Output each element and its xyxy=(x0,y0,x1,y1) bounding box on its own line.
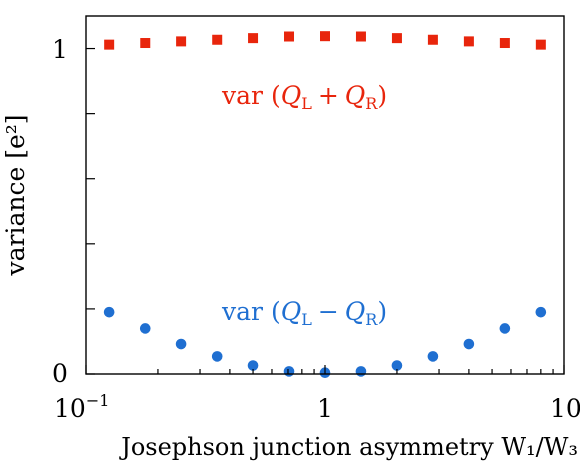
annotation-sum-sub2: R xyxy=(365,94,378,113)
x-tick-label-max: 10 xyxy=(550,394,580,423)
data-point-circle xyxy=(355,366,367,377)
data-point-circle xyxy=(139,323,151,334)
annotation-diff-q2: Q xyxy=(345,297,366,326)
data-point-circle xyxy=(103,306,115,318)
annotation-diff-q1: Q xyxy=(281,297,302,326)
data-point-square xyxy=(104,39,115,50)
annotation-diff-sub2: R xyxy=(365,310,378,329)
y-tick-label-1: 1 xyxy=(52,35,68,64)
data-point-circle xyxy=(463,338,475,350)
annotation-sum-q2: Q xyxy=(345,81,366,110)
series-0 xyxy=(104,31,546,50)
data-point-square xyxy=(391,33,402,44)
data-point-square xyxy=(248,33,259,44)
data-point-circle xyxy=(175,338,187,350)
annotation-diff-sub1: L xyxy=(301,310,312,329)
y-tick-label-0: 0 xyxy=(52,359,68,388)
data-point-square xyxy=(535,39,546,50)
annotation-sum-open: ( xyxy=(271,81,281,110)
data-point-square xyxy=(284,31,295,42)
annotation-diff: var (QL − QR) xyxy=(221,297,387,329)
annotation-sum-prefix: var xyxy=(221,81,263,110)
data-point-square xyxy=(212,34,223,45)
x-tick-label-mid: 1 xyxy=(317,394,333,423)
annotation-sum-op: + xyxy=(318,81,339,110)
annotation-sum: var (QL + QR) xyxy=(221,81,387,113)
x-tick-label-min-exp: −1 xyxy=(86,391,110,410)
x-tick-label-min: 10−1 xyxy=(54,391,109,423)
x-axis-label: Josephson junction asymmetry W₁/W₃ xyxy=(118,433,578,461)
data-point-square xyxy=(140,38,151,49)
data-point-circle xyxy=(247,360,259,371)
annotation-diff-open: ( xyxy=(271,297,281,326)
data-point-circle xyxy=(211,351,223,362)
data-point-square xyxy=(427,34,438,45)
annotation-diff-close: ) xyxy=(377,297,387,326)
data-point-circle xyxy=(535,306,547,318)
data-point-square xyxy=(463,36,474,47)
data-point-square xyxy=(499,38,510,49)
y-axis-label: variance [e²] xyxy=(1,114,30,276)
ticks-layer xyxy=(85,47,565,375)
annotation-sum-close: ) xyxy=(377,81,387,110)
data-point-circle xyxy=(283,366,295,377)
annotation-diff-prefix: var xyxy=(221,297,263,326)
annotation-sum-q1: Q xyxy=(281,81,302,110)
data-point-square xyxy=(176,36,187,47)
data-point-circle xyxy=(427,351,439,362)
x-tick-label-min-base: 10 xyxy=(54,394,86,423)
data-point-square xyxy=(320,31,330,42)
annotation-diff-op: − xyxy=(318,297,339,326)
annotation-sum-sub1: L xyxy=(301,94,312,113)
data-point-circle xyxy=(391,360,403,371)
data-point-square xyxy=(355,31,366,42)
data-point-circle xyxy=(499,323,511,334)
